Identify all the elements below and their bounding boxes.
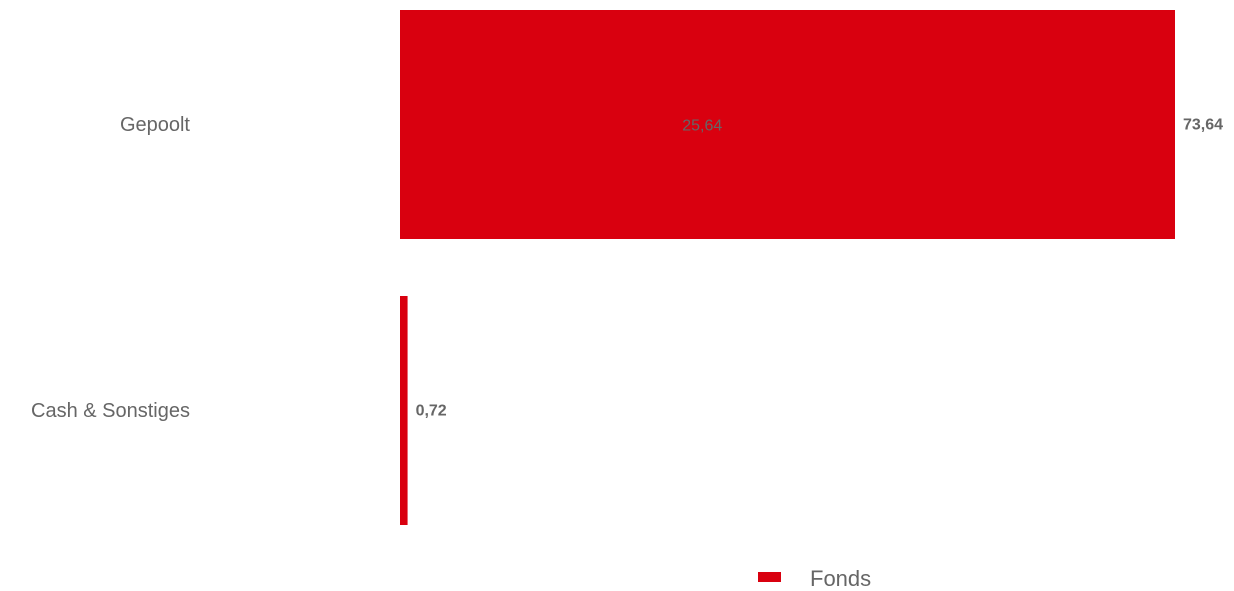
plot-area: Gepoolt 73,64 25,64 Cash & Sonstiges 0,72 [31, 10, 1223, 525]
value-label-cash-sonstiges: 0,72 [416, 403, 447, 420]
value-label-gepoolt: 73,64 [1183, 117, 1223, 134]
legend: Fonds [758, 566, 871, 591]
bar-gepoolt [400, 10, 1175, 239]
bar-cash-sonstiges [400, 296, 408, 525]
category-label-gepoolt: Gepoolt [120, 114, 190, 136]
inner-label-gepoolt: 25,64 [682, 118, 722, 135]
legend-label-fonds: Fonds [810, 566, 871, 591]
legend-swatch-fonds [758, 572, 781, 582]
category-label-cash-sonstiges: Cash & Sonstiges [31, 400, 190, 422]
